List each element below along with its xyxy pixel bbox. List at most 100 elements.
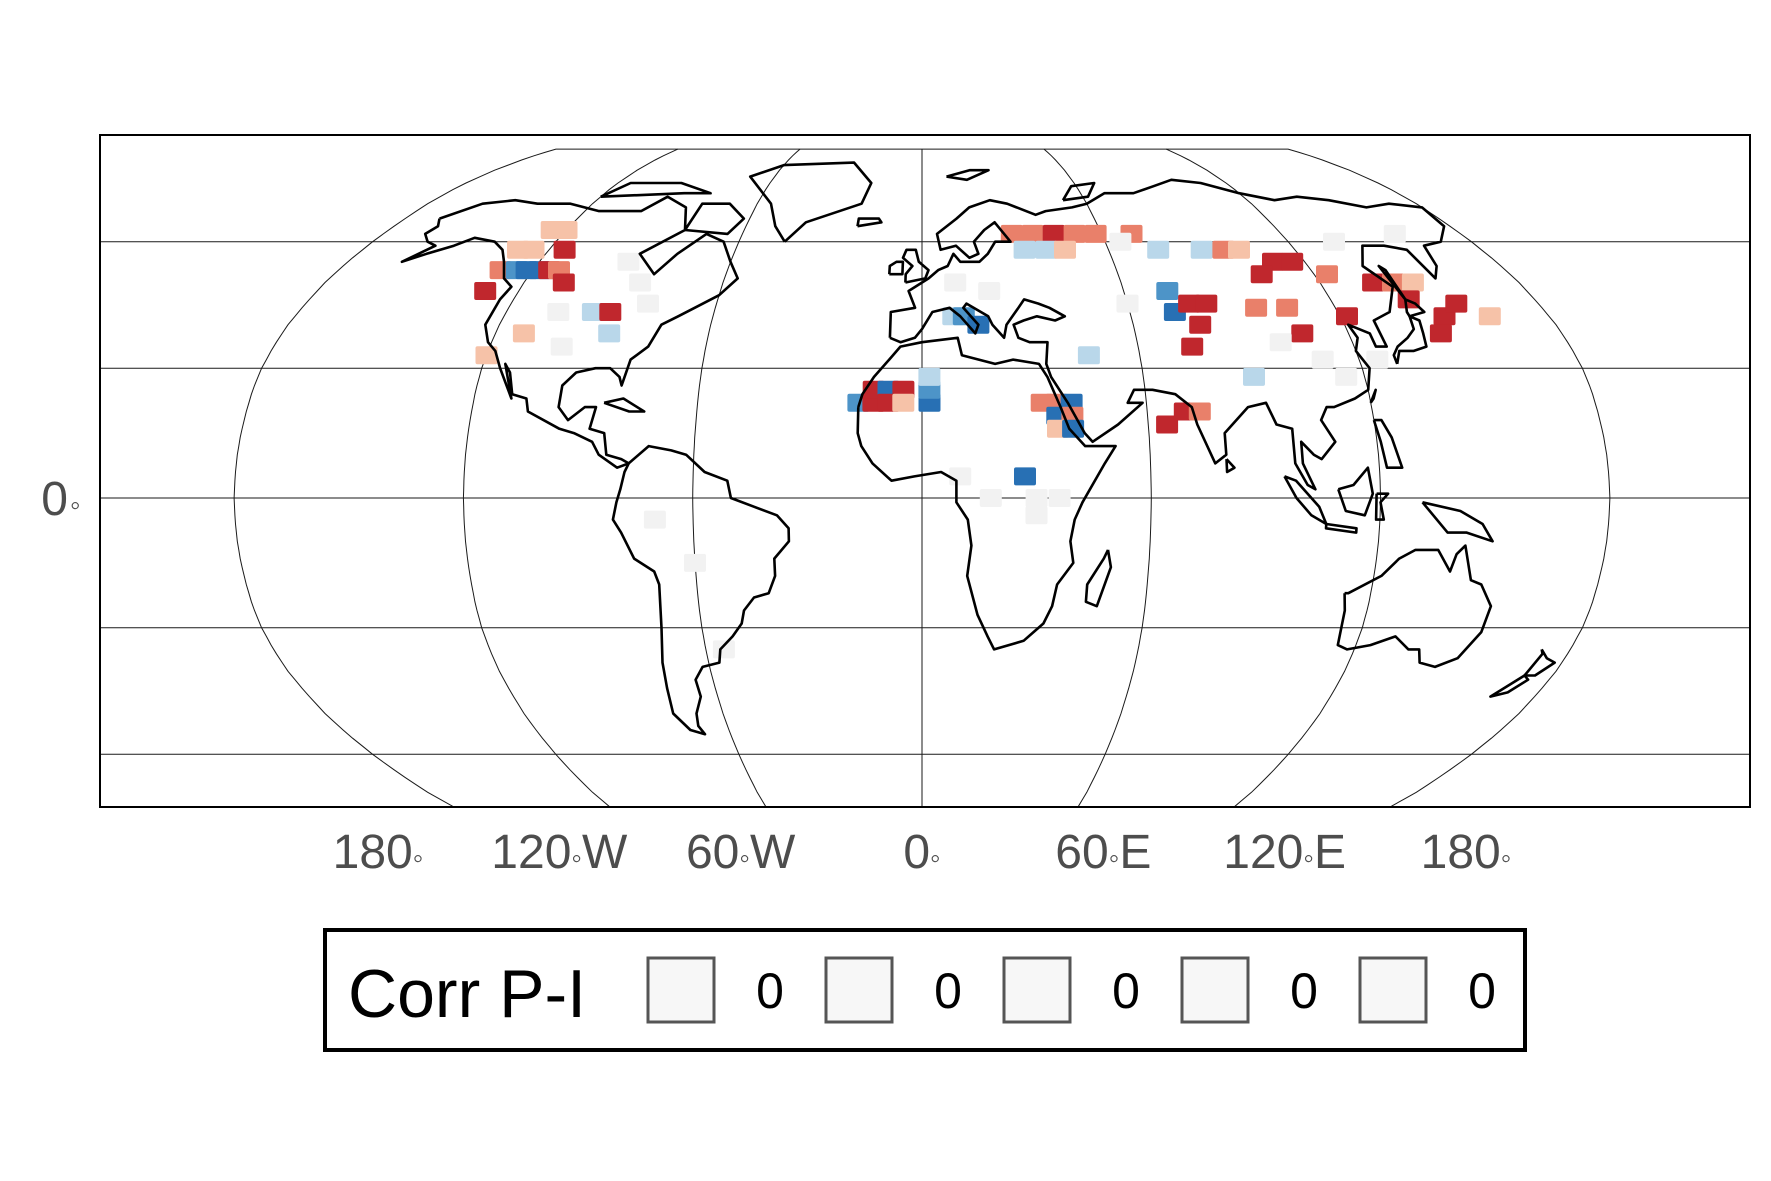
coastline-path [888,260,905,276]
degree-symbol: ◦ [70,489,81,522]
correlation-cell [1250,265,1273,284]
correlation-cell [1054,240,1076,259]
correlation-cell [643,510,666,529]
correlation-cell [1291,324,1314,343]
map-panel-border [99,134,1751,808]
lon-tick-label: 60◦W [686,826,796,879]
correlation-cell [1311,350,1334,369]
coastline-path [1225,458,1236,474]
legend-item-label: 0 [1112,963,1140,1019]
correlation-cell [1228,240,1250,259]
map-panel-background [100,135,1750,807]
correlation-cell [1147,240,1170,259]
correlation-cell [1190,240,1213,259]
legend-title: Corr P-I [348,956,586,1032]
correlation-cell [918,367,941,386]
correlation-cell [629,273,652,292]
correlation-cell [1035,240,1058,259]
correlation-cell [1366,350,1389,369]
legend-items: 0 0 0 0 0 [646,956,1496,1024]
correlation-cell [1077,346,1100,365]
correlation-cell [1269,333,1292,352]
correlation-cell [1109,232,1132,251]
coastline-path [856,336,1117,651]
correlation-cell [712,640,735,659]
globe-outline [233,148,1611,807]
coastline-path [888,178,1446,491]
correlation-cell [1178,294,1201,313]
correlation-cell [547,303,570,321]
coastline-path [683,202,746,236]
legend-swatch [824,956,894,1024]
correlation-cell [949,467,972,486]
coastline-path [1377,264,1407,301]
correlation-cell [552,273,575,292]
correlation-cell [1336,307,1358,326]
correlation-cell [637,294,659,313]
correlation-cell [1245,298,1268,317]
correlation-cell [1156,415,1179,434]
correlation-cell [512,324,535,343]
coastline-path [748,161,873,243]
lon-tick-label: 120◦W [491,826,628,879]
correlation-cell [1021,224,1044,243]
coastline-path [1489,674,1530,698]
coastline-path [1392,315,1428,365]
correlation-cell [599,303,622,321]
lon-tick-label: 120◦E [1223,826,1346,879]
axis-labels: 0 ◦ 180◦ 120◦W 60◦W 0◦ 60◦E 120◦E 180◦ [41,473,1511,879]
legend: Corr P-I 0 0 0 0 0 [323,928,1527,1052]
coastline-path [1374,492,1390,521]
coastline-path [611,444,791,736]
legend-swatch [1002,956,1072,1024]
legend-item-label: 0 [934,963,962,1019]
correlation-cell [1323,232,1345,251]
correlation-cell [507,240,529,259]
coastline-path [1337,466,1375,517]
correlation-cell [474,282,497,300]
correlation-cell [978,282,1001,300]
legend-box [323,928,1527,1052]
coastlines [400,161,1556,736]
correlation-cell [1063,224,1086,243]
correlation-cell [892,393,915,412]
correlation-cell [1048,489,1071,507]
lon-tick-label: 180◦ [1421,826,1512,879]
lat-tick-label: 0 [41,473,68,526]
correlation-cell [1243,367,1265,386]
coastline-path [1523,648,1556,677]
correlation-cell [555,221,578,239]
correlation-cell [553,240,576,259]
coastline-path [1324,522,1358,534]
correlation-cell [475,346,498,365]
correlation-cell [1276,298,1299,317]
coastline-path [1061,181,1096,202]
legend-swatch [1180,956,1250,1024]
correlation-cell [598,324,621,343]
correlation-cell [1335,367,1358,386]
correlation-cell [1281,252,1304,271]
coastline-path [1404,298,1426,318]
correlation-cell [581,303,604,321]
correlation-cell [1195,294,1218,313]
correlation-cell [1429,324,1452,343]
correlation-cell [1445,294,1468,313]
lon-tick-label: 180◦ [333,826,424,879]
legend-item-label: 0 [1290,963,1318,1019]
correlation-cell [617,252,640,271]
coastline-path [1084,549,1113,608]
correlation-cell [1014,467,1036,486]
correlation-cell [1013,240,1036,259]
legend-swatch [646,956,716,1024]
correlation-cell [1316,265,1338,284]
coastline-path [603,397,646,413]
coastline-path [400,195,739,469]
correlation-cell [1401,273,1424,292]
coastline-path [1336,544,1493,669]
legend-item-label: 0 [1468,963,1496,1019]
lon-tick-label: 60◦E [1055,826,1151,879]
coastline-path [1372,418,1404,469]
correlation-cell [1362,273,1385,292]
correlation-cells [474,221,1501,659]
